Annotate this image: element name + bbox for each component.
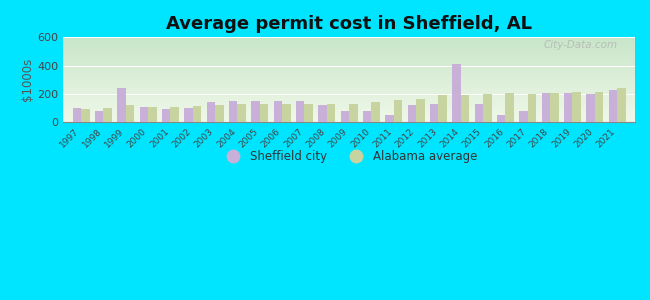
Bar bbox=[318, 105, 327, 122]
Bar bbox=[452, 64, 461, 122]
Bar bbox=[193, 106, 202, 122]
Bar bbox=[506, 93, 514, 122]
Bar bbox=[595, 92, 603, 122]
Bar bbox=[519, 111, 528, 122]
Bar bbox=[252, 101, 260, 122]
Bar bbox=[528, 94, 536, 122]
Bar bbox=[497, 115, 506, 122]
Bar bbox=[229, 101, 237, 122]
Bar bbox=[617, 88, 625, 122]
Bar bbox=[103, 108, 112, 122]
Bar bbox=[148, 107, 157, 122]
Bar bbox=[237, 104, 246, 122]
Text: City-Data.com: City-Data.com bbox=[543, 40, 618, 50]
Bar bbox=[304, 104, 313, 122]
Bar bbox=[550, 93, 558, 122]
Bar bbox=[483, 94, 491, 122]
Title: Average permit cost in Sheffield, AL: Average permit cost in Sheffield, AL bbox=[166, 15, 532, 33]
Bar bbox=[260, 104, 268, 122]
Bar bbox=[274, 101, 282, 122]
Bar bbox=[416, 99, 424, 122]
Bar bbox=[81, 109, 90, 122]
Bar bbox=[140, 107, 148, 122]
Bar bbox=[95, 111, 103, 122]
Bar bbox=[73, 108, 81, 122]
Bar bbox=[185, 108, 193, 122]
Bar bbox=[474, 104, 483, 122]
Bar bbox=[573, 92, 581, 122]
Bar bbox=[162, 109, 170, 122]
Bar bbox=[296, 101, 304, 122]
Bar bbox=[385, 115, 394, 122]
Bar bbox=[371, 102, 380, 122]
Bar bbox=[408, 105, 416, 122]
Bar bbox=[282, 104, 291, 122]
Bar bbox=[363, 111, 371, 122]
Bar bbox=[586, 94, 595, 122]
Bar bbox=[215, 105, 224, 122]
Bar bbox=[461, 95, 469, 122]
Legend: Sheffield city, Alabama average: Sheffield city, Alabama average bbox=[216, 145, 482, 167]
Bar bbox=[349, 104, 358, 122]
Bar bbox=[394, 100, 402, 122]
Bar bbox=[117, 88, 126, 122]
Bar bbox=[541, 93, 550, 122]
Bar bbox=[207, 103, 215, 122]
Bar bbox=[430, 104, 439, 122]
Bar bbox=[608, 90, 617, 122]
Y-axis label: $1000s: $1000s bbox=[21, 58, 34, 101]
Bar bbox=[439, 95, 447, 122]
Bar bbox=[341, 111, 349, 122]
Bar bbox=[564, 93, 573, 122]
Bar bbox=[170, 107, 179, 122]
Bar bbox=[327, 104, 335, 122]
Bar bbox=[126, 105, 135, 122]
